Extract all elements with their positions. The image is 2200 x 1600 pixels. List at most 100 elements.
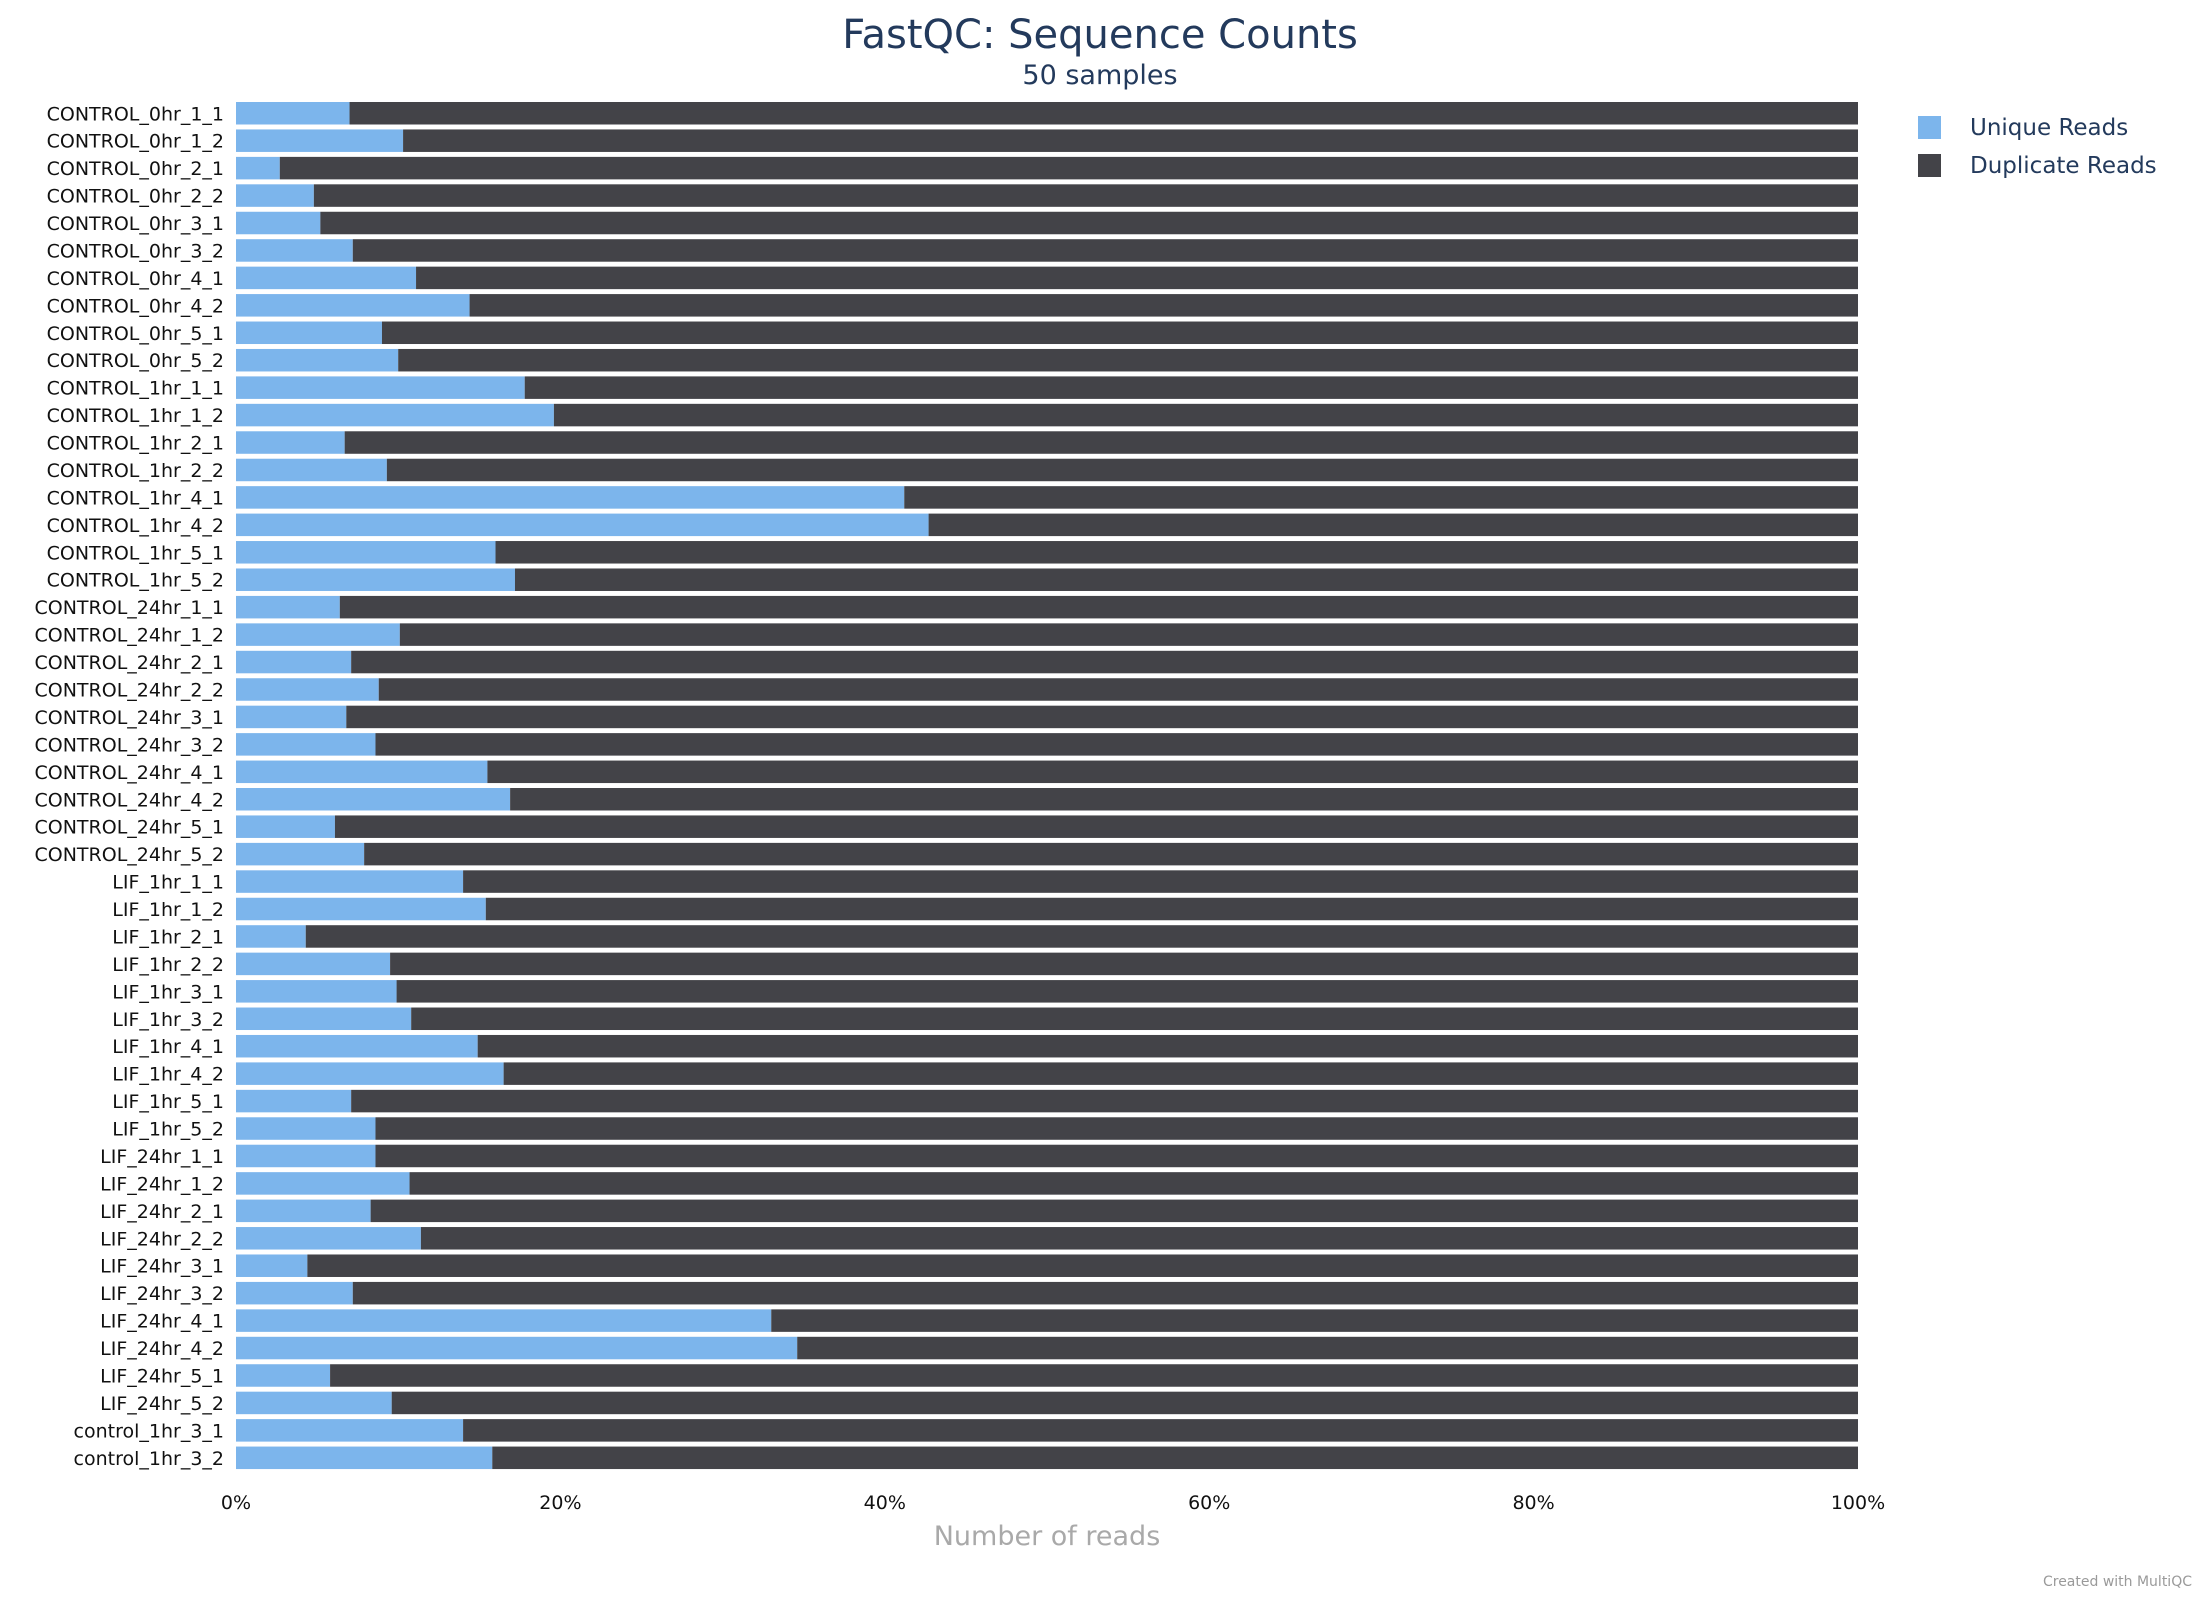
duplicate-reads-bar[interactable] <box>463 870 1859 893</box>
unique-reads-bar[interactable] <box>236 1034 478 1058</box>
unique-reads-bar[interactable] <box>236 1281 353 1305</box>
unique-reads-bar[interactable] <box>236 1364 331 1387</box>
duplicate-reads-bar[interactable] <box>334 815 1859 838</box>
duplicate-reads-bar[interactable] <box>307 1254 1858 1277</box>
duplicate-reads-bar[interactable] <box>352 1281 1858 1305</box>
duplicate-reads-bar[interactable] <box>403 129 1858 152</box>
unique-reads-bar[interactable] <box>236 733 376 756</box>
duplicate-reads-bar[interactable] <box>339 595 1858 619</box>
unique-reads-bar[interactable] <box>236 1199 371 1223</box>
unique-reads-bar[interactable] <box>236 1391 392 1415</box>
legend-swatch-unique[interactable] <box>1918 116 1941 139</box>
unique-reads-bar[interactable] <box>236 1446 493 1470</box>
duplicate-reads-bar[interactable] <box>351 1089 1858 1113</box>
duplicate-reads-bar[interactable] <box>487 760 1858 784</box>
unique-reads-bar[interactable] <box>236 1089 352 1113</box>
duplicate-reads-bar[interactable] <box>463 1419 1859 1442</box>
unique-reads-bar[interactable] <box>236 211 321 235</box>
duplicate-reads-bar[interactable] <box>399 623 1858 646</box>
unique-reads-bar[interactable] <box>236 705 347 729</box>
unique-reads-bar[interactable] <box>236 678 379 701</box>
unique-reads-bar[interactable] <box>236 760 488 784</box>
duplicate-reads-bar[interactable] <box>370 1199 1858 1223</box>
unique-reads-bar[interactable] <box>236 870 464 893</box>
unique-reads-bar[interactable] <box>236 788 511 811</box>
duplicate-reads-bar[interactable] <box>469 294 1858 317</box>
duplicate-reads-bar[interactable] <box>797 1336 1859 1360</box>
unique-reads-bar[interactable] <box>236 403 554 427</box>
duplicate-reads-bar[interactable] <box>503 1062 1858 1085</box>
duplicate-reads-bar[interactable] <box>378 678 1858 701</box>
unique-reads-bar[interactable] <box>236 1309 772 1332</box>
unique-reads-bar[interactable] <box>236 431 345 454</box>
duplicate-reads-bar[interactable] <box>398 348 1859 372</box>
duplicate-reads-bar[interactable] <box>492 1446 1858 1470</box>
unique-reads-bar[interactable] <box>236 294 470 317</box>
unique-reads-bar[interactable] <box>236 1227 421 1250</box>
duplicate-reads-bar[interactable] <box>771 1309 1858 1332</box>
unique-reads-bar[interactable] <box>236 1007 412 1031</box>
unique-reads-bar[interactable] <box>236 184 314 207</box>
duplicate-reads-bar[interactable] <box>320 211 1859 235</box>
duplicate-reads-bar[interactable] <box>279 156 1858 180</box>
legend-label-unique[interactable]: Unique Reads <box>1970 115 2128 141</box>
duplicate-reads-bar[interactable] <box>524 376 1858 399</box>
unique-reads-bar[interactable] <box>236 595 340 619</box>
unique-reads-bar[interactable] <box>236 1062 504 1085</box>
unique-reads-bar[interactable] <box>236 623 400 646</box>
duplicate-reads-bar[interactable] <box>416 266 1858 290</box>
duplicate-reads-bar[interactable] <box>346 705 1858 729</box>
duplicate-reads-bar[interactable] <box>396 980 1859 1003</box>
unique-reads-bar[interactable] <box>236 842 365 866</box>
unique-reads-bar[interactable] <box>236 1172 410 1195</box>
duplicate-reads-bar[interactable] <box>390 952 1859 976</box>
unique-reads-bar[interactable] <box>236 321 382 345</box>
unique-reads-bar[interactable] <box>236 952 391 976</box>
unique-reads-bar[interactable] <box>236 348 399 372</box>
duplicate-reads-bar[interactable] <box>375 1117 1858 1140</box>
duplicate-reads-bar[interactable] <box>305 925 1858 948</box>
duplicate-reads-bar[interactable] <box>477 1034 1859 1058</box>
duplicate-reads-bar[interactable] <box>928 513 1858 537</box>
unique-reads-bar[interactable] <box>236 156 280 180</box>
duplicate-reads-bar[interactable] <box>313 184 1858 207</box>
duplicate-reads-bar[interactable] <box>381 321 1859 345</box>
unique-reads-bar[interactable] <box>236 541 496 564</box>
unique-reads-bar[interactable] <box>236 458 387 482</box>
duplicate-reads-bar[interactable] <box>375 1144 1858 1168</box>
duplicate-reads-bar[interactable] <box>351 650 1858 674</box>
unique-reads-bar[interactable] <box>236 1144 376 1168</box>
unique-reads-bar[interactable] <box>236 1254 308 1277</box>
unique-reads-bar[interactable] <box>236 897 486 921</box>
duplicate-reads-bar[interactable] <box>349 102 1858 125</box>
unique-reads-bar[interactable] <box>236 925 306 948</box>
unique-reads-bar[interactable] <box>236 815 335 838</box>
legend-swatch-duplicate[interactable] <box>1918 154 1941 177</box>
unique-reads-bar[interactable] <box>236 1419 464 1442</box>
unique-reads-bar[interactable] <box>236 239 353 262</box>
duplicate-reads-bar[interactable] <box>391 1391 1859 1415</box>
duplicate-reads-bar[interactable] <box>375 733 1858 756</box>
unique-reads-bar[interactable] <box>236 650 352 674</box>
duplicate-reads-bar[interactable] <box>495 541 1858 564</box>
unique-reads-bar[interactable] <box>236 486 905 509</box>
unique-reads-bar[interactable] <box>236 266 417 290</box>
unique-reads-bar[interactable] <box>236 980 397 1003</box>
unique-reads-bar[interactable] <box>236 568 515 591</box>
duplicate-reads-bar[interactable] <box>352 239 1858 262</box>
duplicate-reads-bar[interactable] <box>411 1007 1859 1031</box>
duplicate-reads-bar[interactable] <box>420 1227 1858 1250</box>
unique-reads-bar[interactable] <box>236 1336 798 1360</box>
duplicate-reads-bar[interactable] <box>364 842 1858 866</box>
duplicate-reads-bar[interactable] <box>904 486 1858 509</box>
duplicate-reads-bar[interactable] <box>553 403 1859 427</box>
unique-reads-bar[interactable] <box>236 1117 376 1140</box>
unique-reads-bar[interactable] <box>236 513 929 537</box>
duplicate-reads-bar[interactable] <box>386 458 1859 482</box>
duplicate-reads-bar[interactable] <box>330 1364 1859 1387</box>
duplicate-reads-bar[interactable] <box>409 1172 1858 1195</box>
duplicate-reads-bar[interactable] <box>485 897 1858 921</box>
unique-reads-bar[interactable] <box>236 129 404 152</box>
duplicate-reads-bar[interactable] <box>514 568 1858 591</box>
duplicate-reads-bar[interactable] <box>510 788 1858 811</box>
